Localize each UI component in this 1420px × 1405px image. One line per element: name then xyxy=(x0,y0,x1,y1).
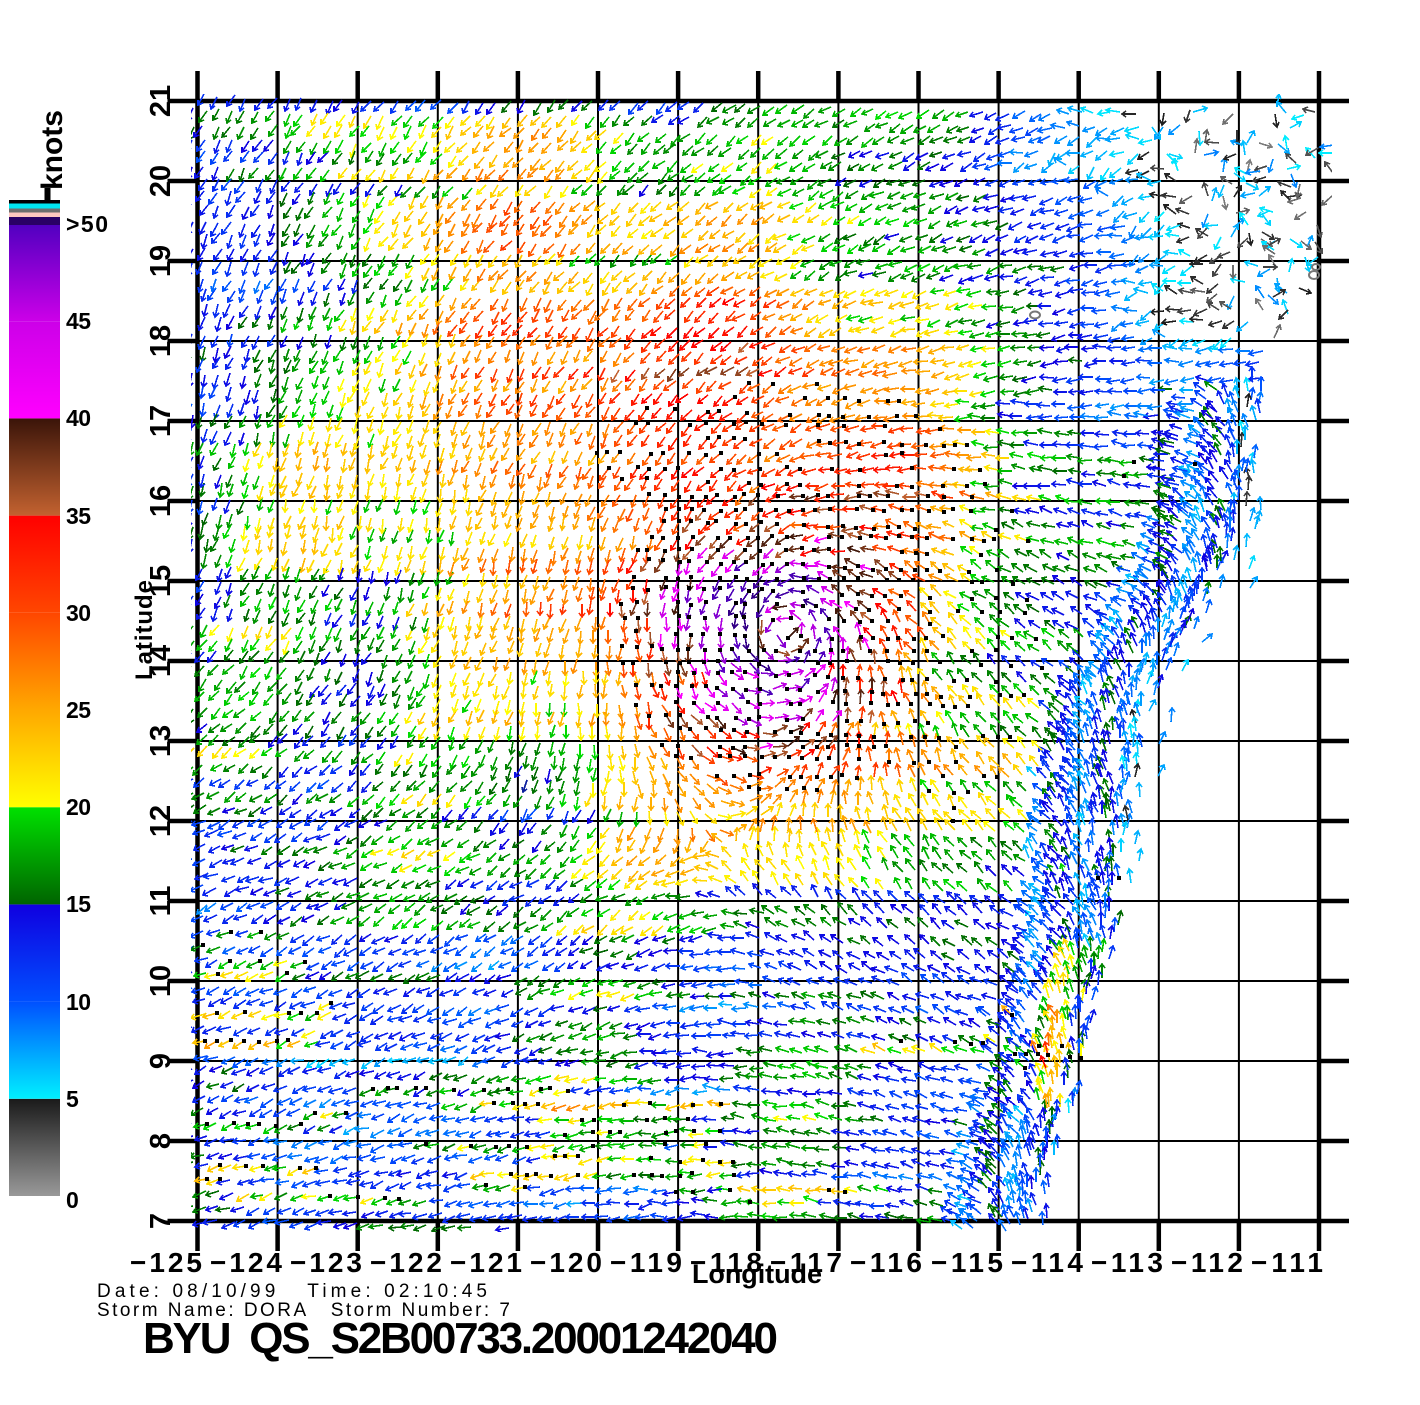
svg-text:35: 35 xyxy=(66,503,91,529)
svg-text:5: 5 xyxy=(66,1086,79,1112)
svg-text:45: 45 xyxy=(66,308,91,334)
svg-text:15: 15 xyxy=(145,565,177,597)
svg-text:18: 18 xyxy=(145,325,177,357)
svg-text:20: 20 xyxy=(66,794,91,820)
svg-text:Date: 08/10/99 Time: 02:10:4: Date: 08/10/99 Time: 02:10:45 xyxy=(97,1281,487,1302)
svg-text:Longitude: Longitude xyxy=(692,1259,822,1289)
svg-text:25: 25 xyxy=(66,697,91,723)
svg-text:10: 10 xyxy=(66,989,91,1015)
svg-text:40: 40 xyxy=(66,405,91,431)
svg-text:30: 30 xyxy=(66,600,91,626)
svg-text:16: 16 xyxy=(145,485,177,517)
svg-text:9: 9 xyxy=(145,1053,177,1069)
svg-text:15: 15 xyxy=(66,891,91,917)
svg-text:7: 7 xyxy=(145,1213,177,1229)
svg-text:21: 21 xyxy=(145,85,177,117)
svg-text:>50: >50 xyxy=(66,211,108,237)
svg-text:20: 20 xyxy=(145,165,177,197)
svg-text:14: 14 xyxy=(145,645,177,677)
svg-text:BYU QS_S2B00733.20001242040: BYU QS_S2B00733.20001242040 xyxy=(143,1314,778,1363)
svg-text:Storm Name: DORA Storm Numbe: Storm Name: DORA Storm Number: 7 xyxy=(97,1300,510,1321)
svg-text:knots: knots xyxy=(36,110,69,190)
svg-text:19: 19 xyxy=(145,245,177,277)
svg-text:8: 8 xyxy=(145,1133,177,1149)
svg-text:Latitude: Latitude xyxy=(131,580,158,680)
svg-text:11: 11 xyxy=(145,886,177,917)
svg-text:10: 10 xyxy=(145,965,177,997)
svg-text:0: 0 xyxy=(66,1187,79,1213)
svg-text:17: 17 xyxy=(145,405,177,437)
svg-text:12: 12 xyxy=(145,805,177,837)
svg-text:13: 13 xyxy=(145,725,177,757)
